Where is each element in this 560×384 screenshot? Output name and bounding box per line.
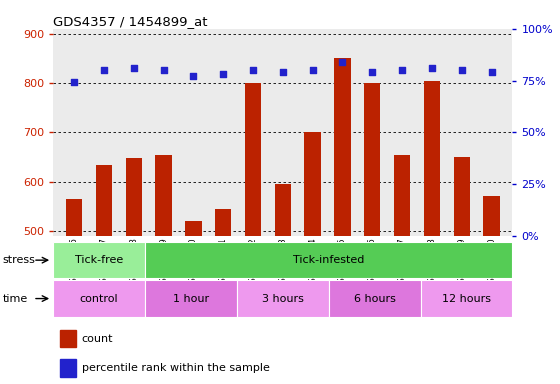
Point <box>219 71 228 78</box>
Text: Tick-free: Tick-free <box>75 255 123 265</box>
Point <box>398 67 407 73</box>
Bar <box>334 58 351 384</box>
Bar <box>483 196 500 384</box>
Text: count: count <box>82 334 113 344</box>
Text: 3 hours: 3 hours <box>262 293 304 304</box>
Bar <box>53 280 145 317</box>
Point <box>159 67 168 73</box>
Bar <box>59 330 76 347</box>
Point <box>189 73 198 79</box>
Bar <box>53 242 145 278</box>
Bar <box>237 280 329 317</box>
Bar <box>155 155 172 384</box>
Bar <box>394 155 410 384</box>
Point <box>308 67 317 73</box>
Bar <box>329 280 421 317</box>
Bar <box>245 83 261 384</box>
Text: control: control <box>80 293 118 304</box>
Bar <box>305 132 321 384</box>
Bar <box>145 280 237 317</box>
Point <box>249 67 258 73</box>
Bar <box>125 158 142 384</box>
Point <box>487 69 496 75</box>
Bar <box>145 242 512 278</box>
Text: 1 hour: 1 hour <box>173 293 209 304</box>
Text: Tick-infested: Tick-infested <box>293 255 365 265</box>
Text: time: time <box>3 294 28 304</box>
Text: percentile rank within the sample: percentile rank within the sample <box>82 363 269 373</box>
Bar <box>364 83 380 384</box>
Point <box>69 79 78 85</box>
Point <box>338 59 347 65</box>
Text: GDS4357 / 1454899_at: GDS4357 / 1454899_at <box>53 15 208 28</box>
Point <box>457 67 466 73</box>
Bar <box>454 157 470 384</box>
Bar <box>424 81 440 384</box>
Point <box>100 67 109 73</box>
Bar <box>421 280 512 317</box>
Bar <box>66 199 82 384</box>
Point <box>129 65 138 71</box>
Bar <box>274 184 291 384</box>
Text: 12 hours: 12 hours <box>442 293 491 304</box>
Text: 6 hours: 6 hours <box>354 293 395 304</box>
Text: stress: stress <box>3 255 36 265</box>
Point <box>427 65 436 71</box>
Bar <box>185 221 202 384</box>
Bar <box>59 359 76 377</box>
Point <box>368 69 377 75</box>
Bar <box>96 165 112 384</box>
Point <box>278 69 287 75</box>
Bar <box>215 209 231 384</box>
